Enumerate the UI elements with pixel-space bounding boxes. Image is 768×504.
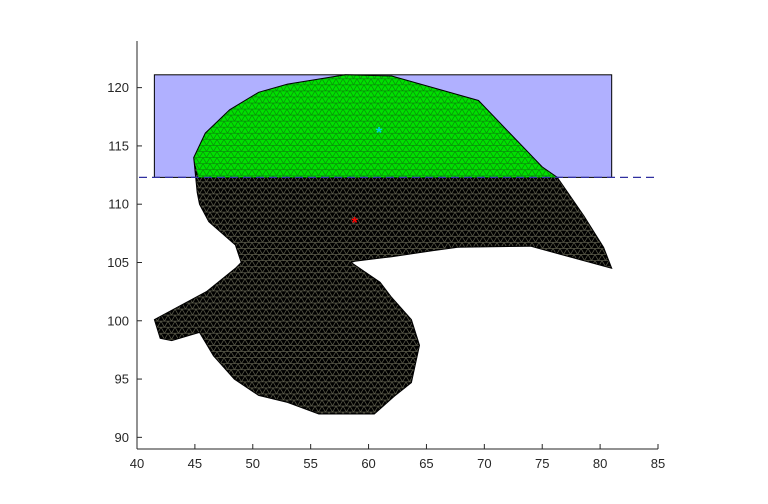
y-tick-label: 115	[108, 138, 129, 153]
x-tick-label: 55	[303, 456, 317, 471]
y-tick-label: 105	[107, 255, 129, 270]
body-outline	[153, 74, 613, 415]
x-tick-label: 80	[593, 456, 607, 471]
x-tick-label: 40	[130, 456, 144, 471]
marker-1: *	[376, 125, 383, 142]
y-tick-label: 95	[115, 372, 129, 387]
y-tick-label: 90	[115, 430, 129, 445]
x-tick-label: 60	[361, 456, 375, 471]
x-tick-label: 50	[246, 456, 260, 471]
x-tick-label: 70	[477, 456, 491, 471]
y-ticks: 90 95 100 105 110 115 120	[107, 80, 142, 445]
axes: 40 45 50 55 60 65 70 75 80 85 90 95 100 105 110 115 120	[107, 41, 665, 471]
x-tick-label: 85	[651, 456, 665, 471]
submerged-mesh	[193, 74, 558, 178]
marker-0: *	[352, 215, 359, 232]
markers: **	[352, 125, 383, 232]
y-tick-label: 110	[108, 197, 129, 212]
x-tick-label: 45	[188, 456, 202, 471]
x-tick-label: 65	[419, 456, 433, 471]
x-tick-label: 75	[535, 456, 549, 471]
y-tick-label: 120	[107, 80, 129, 95]
x-ticks: 40 45 50 55 60 65 70 75 80 85	[130, 444, 665, 471]
submerged-region	[193, 74, 558, 178]
y-tick-label: 100	[107, 313, 129, 328]
